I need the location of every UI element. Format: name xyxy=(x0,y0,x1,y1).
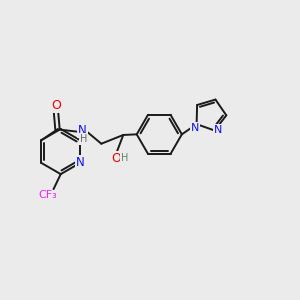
Text: O: O xyxy=(111,152,121,165)
Text: N: N xyxy=(191,123,199,133)
Text: O: O xyxy=(51,99,61,112)
Text: H: H xyxy=(121,154,128,164)
Text: N: N xyxy=(214,125,223,135)
Text: H: H xyxy=(80,134,87,144)
Text: N: N xyxy=(78,124,87,137)
Text: N: N xyxy=(76,156,85,169)
Text: CF₃: CF₃ xyxy=(38,190,57,200)
